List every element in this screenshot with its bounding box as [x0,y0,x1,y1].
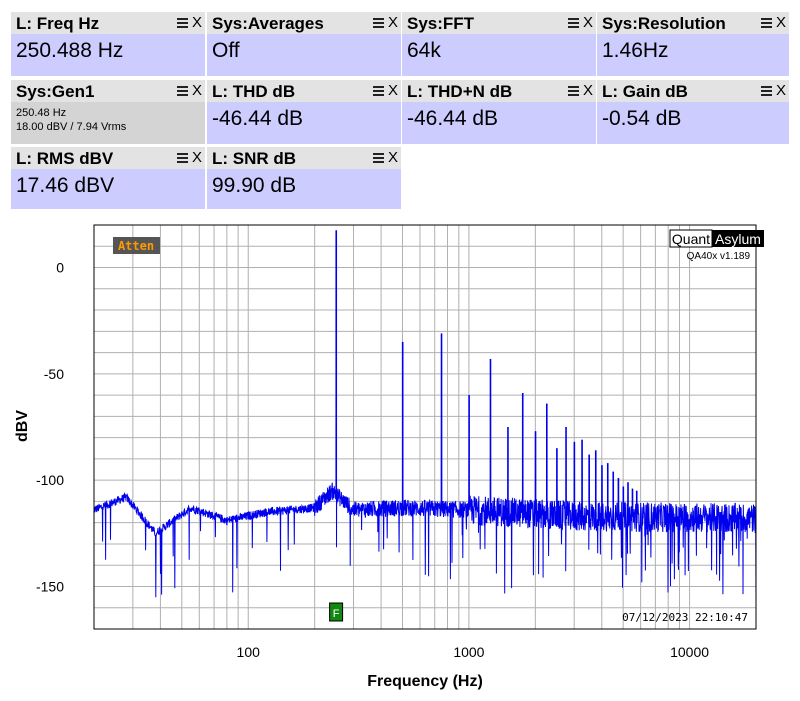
widget-header: Sys:Resolution X [597,12,789,34]
widget-header: Sys:Averages X [207,12,401,34]
hamburger-icon[interactable] [177,18,188,29]
widget-header: L: THD dB X [207,80,401,102]
close-icon[interactable]: X [191,82,202,99]
x-tick-label: 100 [237,644,261,660]
widget-title: Sys:Gen1 [16,82,95,101]
x-tick-label: 10000 [670,644,709,660]
widget-header: L: SNR dB X [207,147,401,169]
x-axis-label: Frequency (Hz) [367,673,483,690]
close-icon[interactable]: X [387,82,398,99]
widget-header: L: Gain dB X [597,80,789,102]
hamburger-icon[interactable] [177,153,188,164]
y-axis-label: dBV [14,410,31,442]
frequency-marker[interactable]: F [329,602,344,622]
widget-title: Sys:Resolution [602,14,726,33]
widget-l-gain-db: L: Gain dB X -0.54 dB [597,80,789,144]
svg-text:Quant: Quant [672,231,710,247]
hamburger-icon[interactable] [373,18,384,29]
widget-value: Off [212,39,240,62]
widget-title: Sys:Averages [212,14,324,33]
hamburger-icon[interactable] [568,18,579,29]
widget-value: 17.46 dBV [16,174,115,197]
y-tick-label: -100 [36,472,64,488]
widget-value-area: 250.48 Hz 18.00 dBV / 7.94 Vrms [11,102,205,144]
widget-header: Sys:Gen1 X [11,80,205,102]
hamburger-icon[interactable] [373,86,384,97]
widget-value-area: 1.46Hz [597,34,789,76]
plot-grid [93,224,757,630]
widget-value: 64k [407,39,441,62]
hamburger-icon[interactable] [568,86,579,97]
close-icon[interactable]: X [387,14,398,31]
widget-value: -0.54 dB [602,107,682,130]
svg-text:F: F [333,608,340,620]
widget-l-snr-db: L: SNR dB X 99.90 dB [207,147,401,209]
widget-value-area: 64k [402,34,596,76]
hamburger-icon[interactable] [761,18,772,29]
widget-title: L: SNR dB [212,149,297,168]
gen-level: 18.00 dBV / 7.94 Vrms [16,121,127,133]
svg-text:Asylum: Asylum [715,231,761,247]
widget-value-area: 250.488 Hz [11,34,205,76]
hamburger-icon[interactable] [177,86,188,97]
widget-header: Sys:FFT X [402,12,596,34]
close-icon[interactable]: X [387,149,398,166]
widget-sys-gen1: Sys:Gen1 X 250.48 Hz 18.00 dBV / 7.94 Vrms [11,80,205,144]
widget-value: -46.44 dB [212,107,304,130]
close-icon[interactable]: X [775,14,786,31]
close-icon[interactable]: X [775,82,786,99]
close-icon[interactable]: X [582,82,593,99]
widget-value: -46.44 dB [407,107,499,130]
widget-value-area: -0.54 dB [597,102,789,144]
widget-value: 1.46Hz [602,39,669,62]
y-tick-label: 0 [56,260,64,276]
timestamp: 07/12/2023 22:10:47 [622,611,748,624]
widget-l-rms-dbv: L: RMS dBV X 17.46 dBV [11,147,205,209]
widget-value-area: -46.44 dB [402,102,596,144]
widget-header: L: THD+N dB X [402,80,596,102]
widget-value-area: -46.44 dB [207,102,401,144]
version-label: QA40x v1.189 [687,251,751,262]
widget-sys-averages: Sys:Averages X Off [207,12,401,76]
y-tick-labels: 0 -50 -100 -150 [36,260,64,595]
widget-l-freq-hz: L: Freq Hz X 250.488 Hz [11,12,205,76]
gen-frequency: 250.48 Hz [16,107,67,119]
widget-value-area: 99.90 dB [207,169,401,209]
widget-value: 99.90 dB [212,174,297,197]
widget-value: 250.488 Hz [16,39,124,62]
fft-chart: 0 -50 -100 -150 100 1000 10000 Frequency (Hz)… [14,224,764,690]
hamburger-icon[interactable] [761,86,772,97]
widget-title: L: Gain dB [602,82,688,101]
close-icon[interactable]: X [191,149,202,166]
hamburger-icon[interactable] [373,153,384,164]
widget-title: L: RMS dBV [16,149,114,168]
widget-header: L: Freq Hz X [11,12,205,34]
widget-value-area: 17.46 dBV [11,169,205,209]
plot-border [93,224,757,630]
close-icon[interactable]: X [582,14,593,31]
y-tick-label: -50 [44,366,64,382]
widget-l-thd-db: L: THD dB X -46.44 dB [207,80,401,144]
widget-title: L: THD+N dB [407,82,513,101]
widget-sys-resolution: Sys:Resolution X 1.46Hz [597,12,789,76]
widget-header: L: RMS dBV X [11,147,205,169]
widget-title: L: THD dB [212,82,296,101]
y-tick-label: -150 [36,578,64,594]
svg-text:Atten: Atten [118,239,154,253]
widget-l-thd-n-db: L: THD+N dB X -46.44 dB [402,80,596,144]
x-tick-label: 1000 [453,644,484,660]
widget-title: Sys:FFT [407,14,475,33]
x-tick-labels: 100 1000 10000 [237,644,710,660]
widget-value-area: Off [207,34,401,76]
spectrum-trace [93,230,757,603]
widget-sys-fft: Sys:FFT X 64k [402,12,596,76]
widget-title: L: Freq Hz [16,14,100,33]
close-icon[interactable]: X [191,14,202,31]
atten-badge[interactable]: Atten [113,237,160,254]
brand-logo: Quant Asylum [669,229,764,248]
